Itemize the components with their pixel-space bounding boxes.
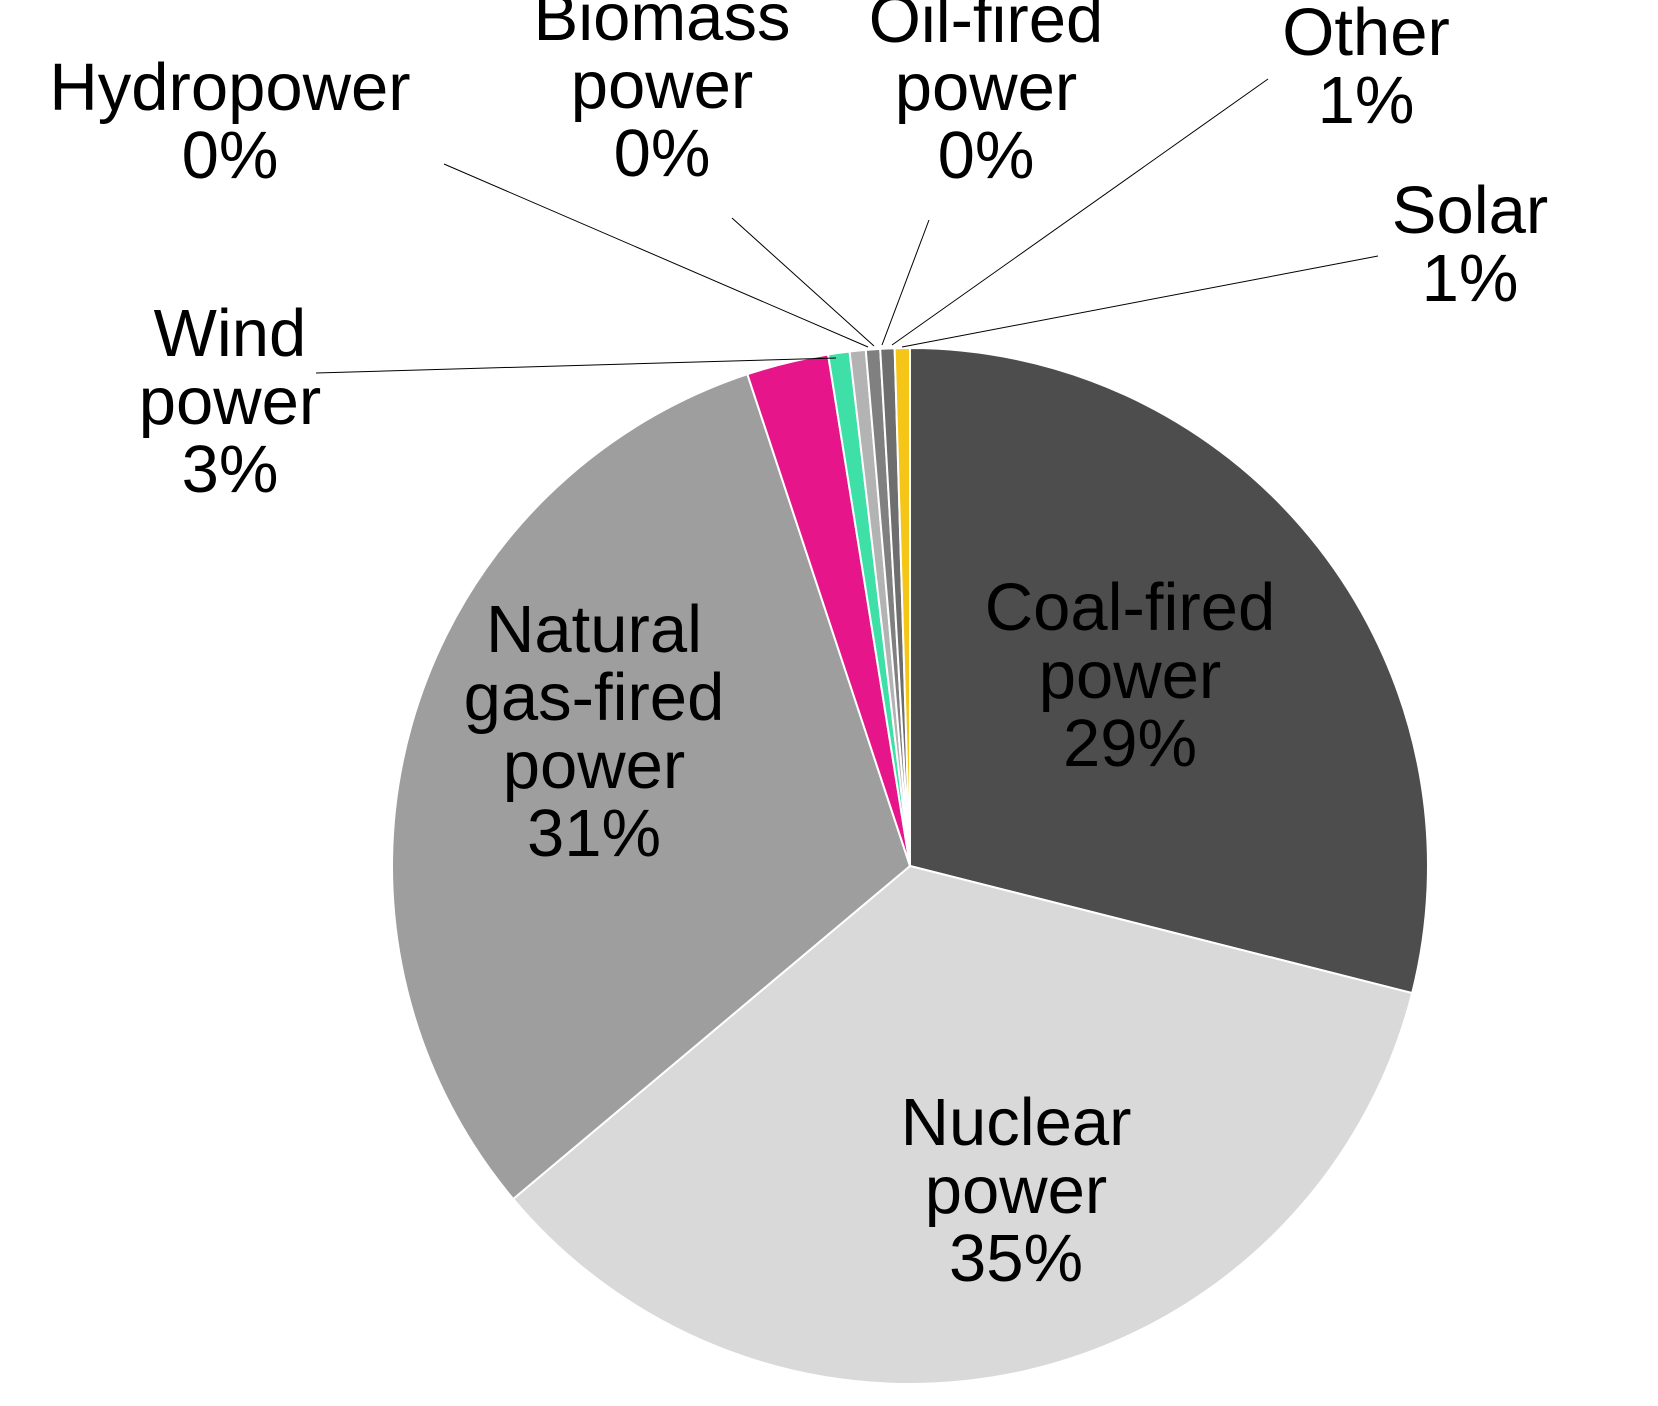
data-label-line: power [571,48,753,123]
slices-layer [391,346,1429,1385]
data-label-line: 0% [938,118,1035,193]
data-label-line: Coal-fired [985,570,1275,645]
labels-layer: Coal-fired power 29%Nuclear power 35%Natural… [49,0,1548,1296]
data-label-line: power [503,728,685,803]
data-label-line: gas-fired [464,660,725,735]
data-label-line: Hydropower [49,50,410,125]
data-label-line: Nuclear [901,1085,1132,1160]
leader-line-solar [901,255,1379,348]
data-label-nuclear-power: Nuclear power 35% [901,1085,1132,1296]
data-label-other: Other 1% [1282,0,1450,138]
data-label-natural-gas-fired-power: Natural gas-fired power 31% [464,592,725,871]
data-label-line: power [925,1153,1107,1228]
leader-line-oil-fired-power [881,219,930,346]
slice-coal-fired-power [909,346,1429,995]
data-label-line: 0% [182,118,279,193]
data-label-coal-fired-power: Coal-fired power 29% [985,570,1275,781]
data-label-line: 29% [1063,706,1197,781]
data-label-line: Solar [1392,173,1548,248]
data-label-line: Biomass [534,0,791,55]
leader-lines-layer [315,78,1379,374]
leader-line-biomass-power [731,217,875,347]
data-label-line: 1% [1422,241,1519,316]
data-label-line: power [139,364,321,439]
data-label-line: 31% [527,796,661,871]
data-label-line: 0% [614,116,711,191]
data-label-line: power [1039,638,1221,713]
leader-line-wind-power [315,357,837,374]
leader-line-hydropower [443,163,869,348]
data-label-biomass-power: Biomass power 0% [534,0,791,191]
data-label-line: Oil-fired [869,0,1104,57]
data-label-line: 1% [1318,63,1415,138]
data-label-line: Other [1282,0,1450,70]
slice-natural-gas-fired-power [391,372,912,1201]
data-label-line: 3% [182,432,279,507]
data-label-line: Natural [486,592,702,667]
leader-line-other [891,78,1269,346]
data-label-line: Wind [154,296,307,371]
data-label-line: 35% [949,1221,1083,1296]
data-label-solar: Solar 1% [1392,173,1548,316]
slice-solar [893,346,911,867]
data-label-line: power [895,50,1077,125]
slice-nuclear-power [511,864,1414,1385]
data-label-oil-fired-power: Oil-fired power 0% [869,0,1104,193]
data-label-wind-power: Wind power 3% [139,296,321,507]
data-label-hydropower: Hydropower 0% [49,50,410,193]
